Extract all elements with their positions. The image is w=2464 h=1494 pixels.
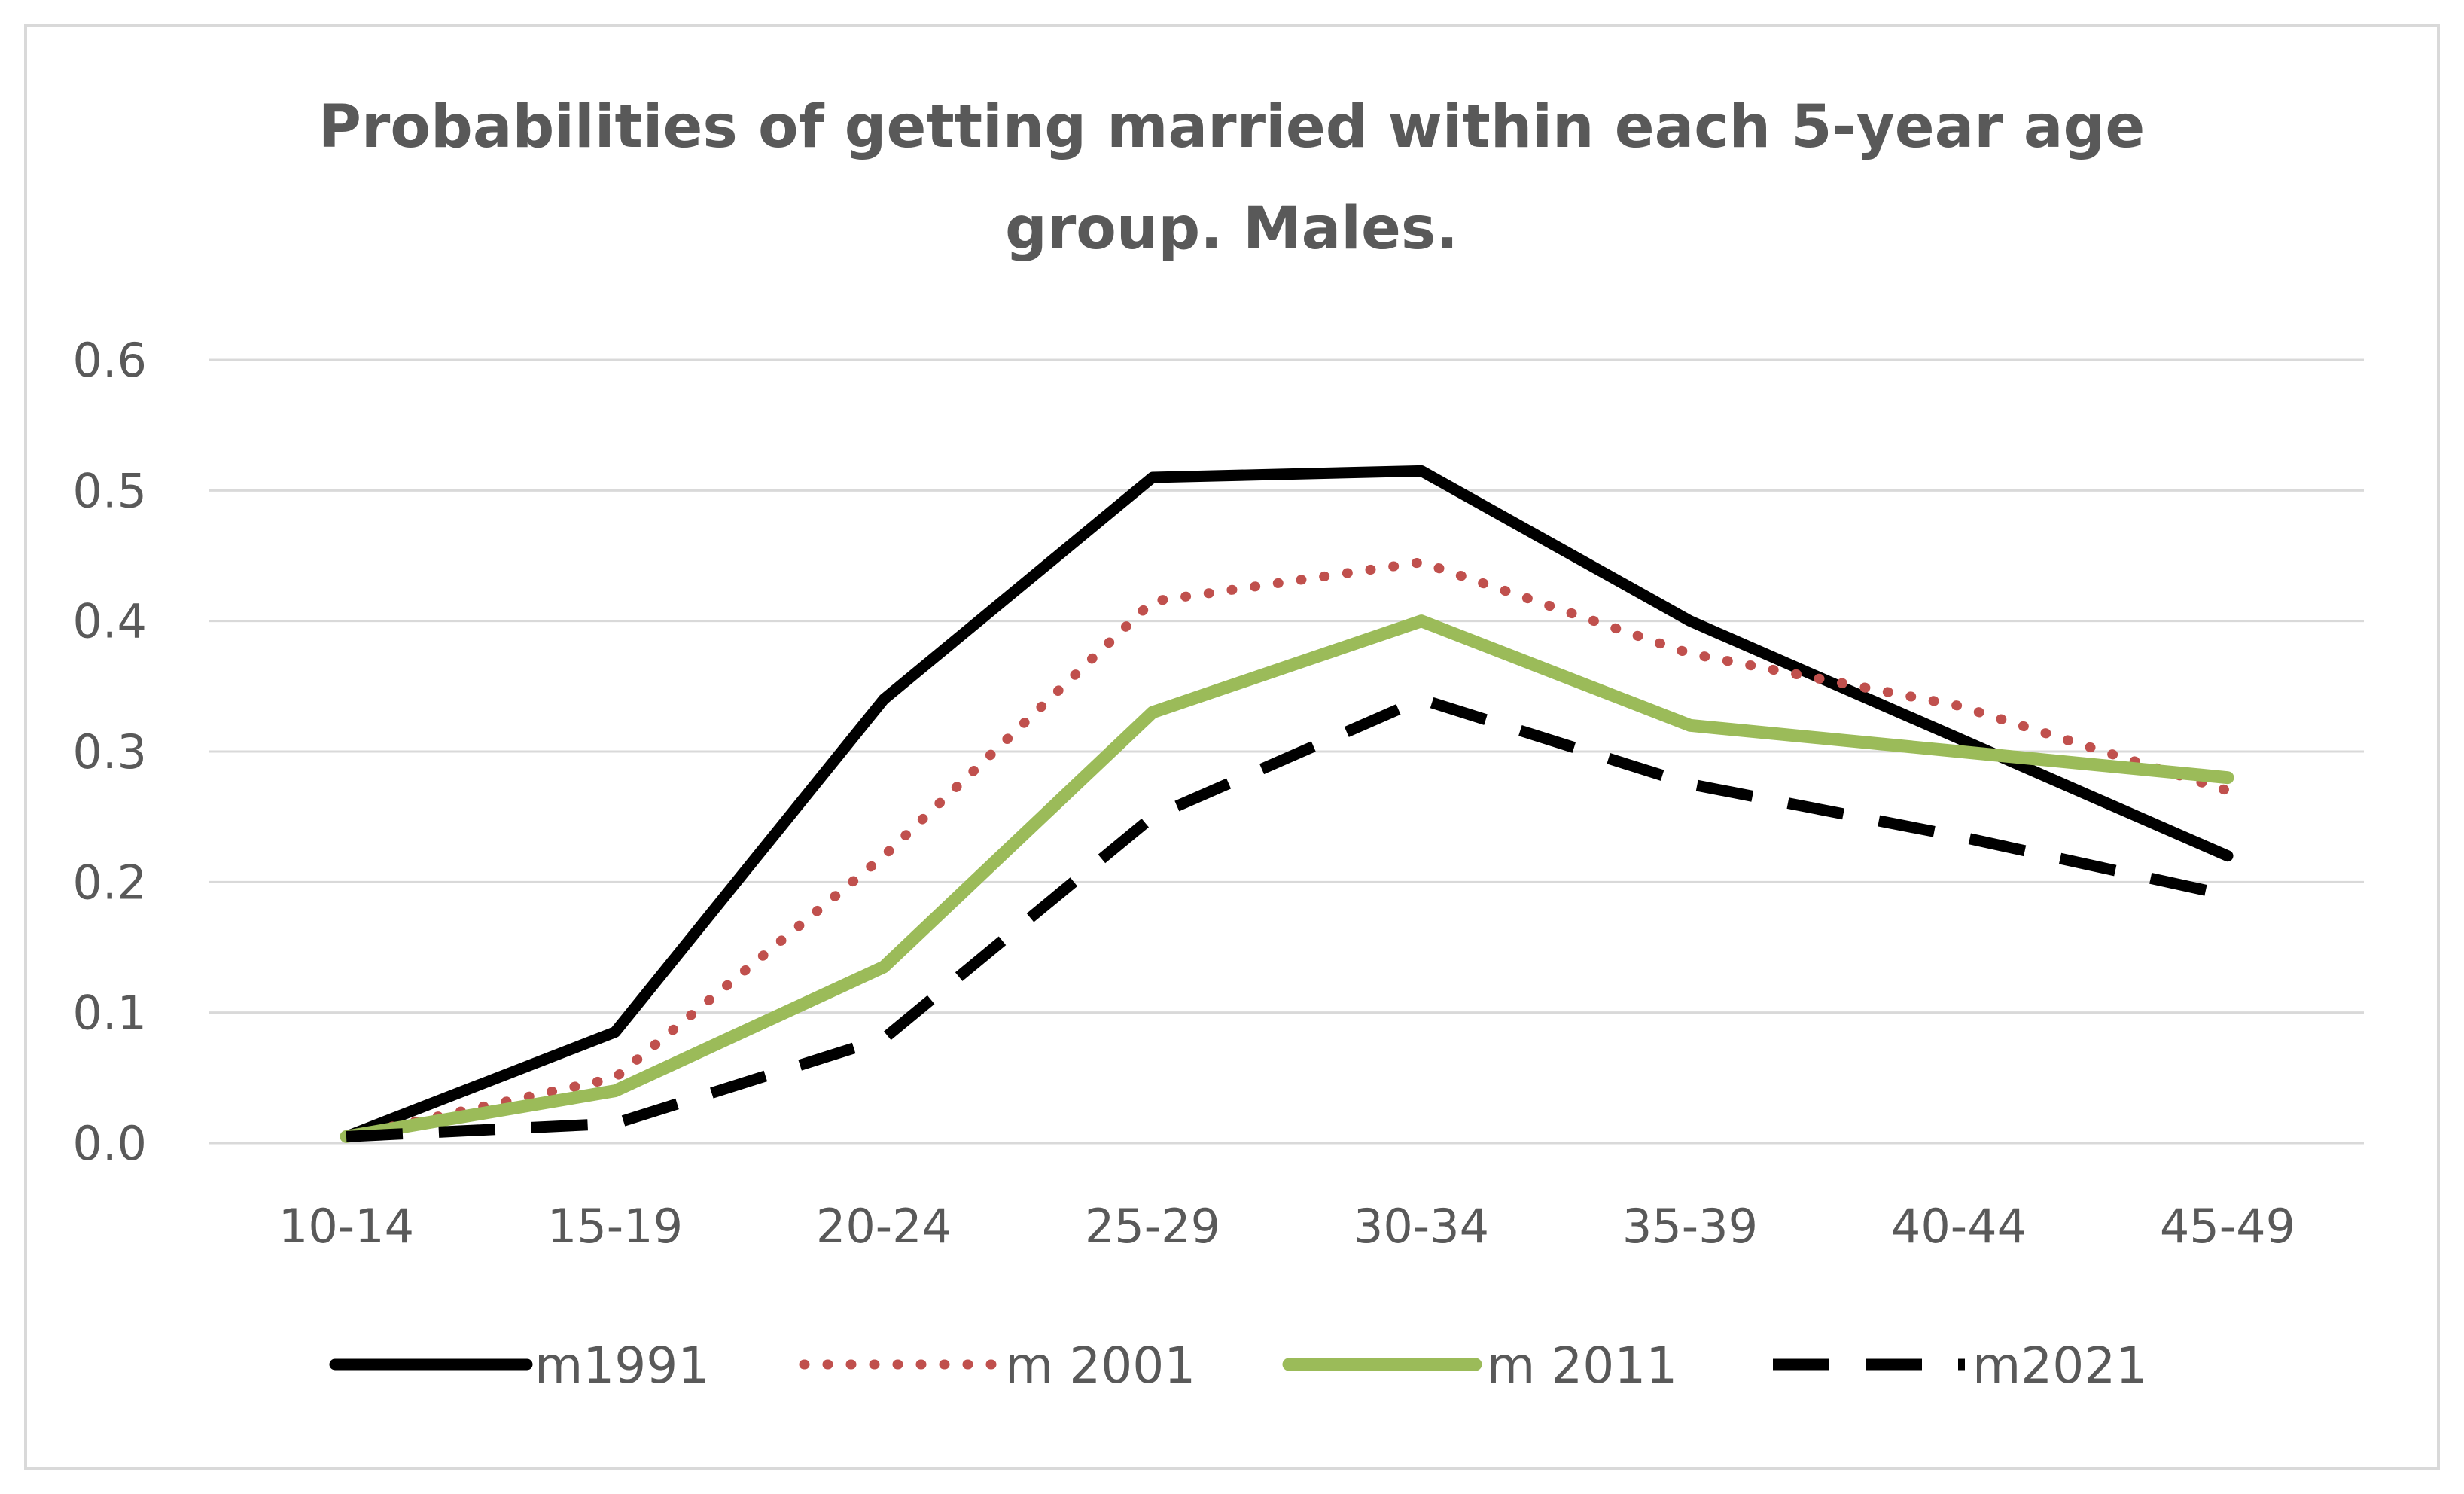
- legend-label: m 2001: [1005, 1337, 1195, 1395]
- y-tick-label: 0.0: [72, 1116, 147, 1171]
- chart-frame: [24, 24, 2440, 1470]
- series-line-m1991: [340, 465, 2234, 1142]
- x-tick-label: 10-14: [279, 1199, 414, 1254]
- legend-label: m 2011: [1487, 1337, 1677, 1395]
- x-tick-label: 15-19: [547, 1199, 683, 1254]
- y-tick-label: 0.3: [72, 724, 147, 779]
- series-line-m2011: [340, 614, 2234, 1143]
- x-tick-label: 35-39: [1622, 1199, 1758, 1254]
- chart-title-line-1: Probabilities of getting married within …: [318, 93, 2145, 161]
- y-tick-label: 0.4: [72, 594, 147, 649]
- legend-label: m1991: [535, 1337, 709, 1395]
- y-axis: 0.0 0.1 0.2 0.3 0.4 0.5 0.6: [72, 333, 147, 1171]
- x-tick-label: 45-49: [2160, 1199, 2295, 1254]
- x-tick-label: 25-29: [1085, 1199, 1220, 1254]
- series-line-m2021: [346, 694, 2229, 1142]
- legend-label: m2021: [1972, 1337, 2147, 1395]
- legend: m1991 m 2001 m 2011 m2021: [329, 1337, 2147, 1395]
- x-tick-label: 40-44: [1891, 1199, 2027, 1254]
- x-tick-label: 20-24: [816, 1199, 952, 1254]
- series-line-m2001: [341, 557, 2233, 1142]
- chart-title: Probabilities of getting married within …: [318, 93, 2145, 263]
- y-tick-label: 0.2: [72, 855, 147, 910]
- series-lines: [340, 465, 2234, 1143]
- y-tick-label: 0.1: [72, 986, 147, 1041]
- gridlines: [209, 358, 2364, 1145]
- chart-title-line-2: group. Males.: [1005, 195, 1458, 263]
- y-tick-label: 0.5: [72, 463, 147, 518]
- x-tick-label: 30-34: [1354, 1199, 1489, 1254]
- y-tick-label: 0.6: [72, 333, 147, 388]
- x-axis: 10-14 15-19 20-24 25-29 30-34 35-39 40-44 45-49: [279, 1199, 2295, 1254]
